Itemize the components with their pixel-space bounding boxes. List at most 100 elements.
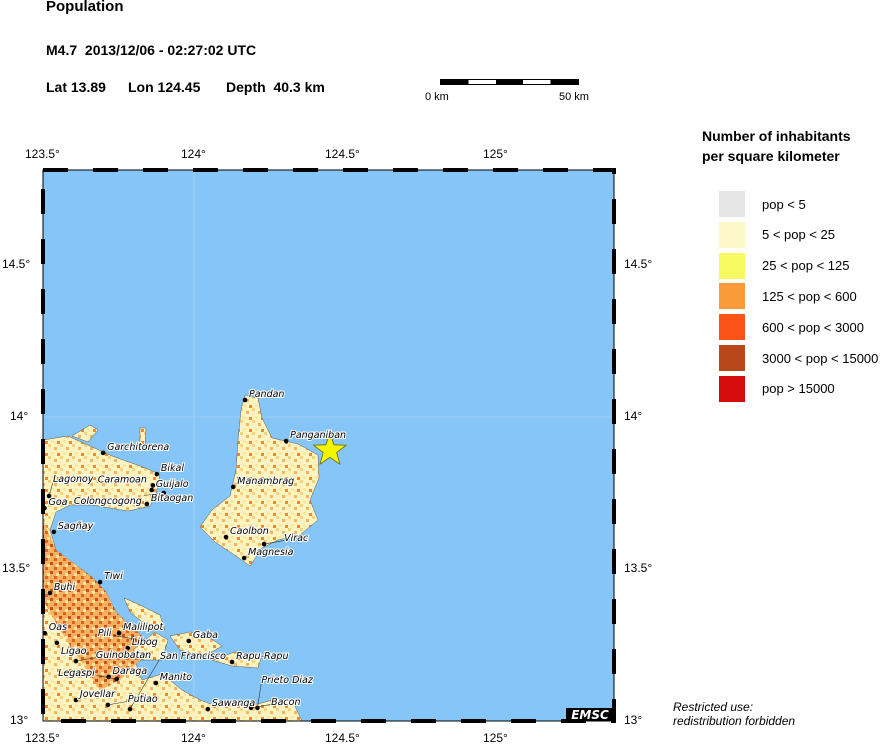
city-dot: [205, 706, 211, 712]
city-label: Magnesia: [248, 547, 294, 558]
city-label-leader: [264, 540, 285, 545]
city-label: Buhi: [54, 582, 76, 593]
city-dot: [229, 659, 235, 665]
city-label-leader: [143, 492, 164, 496]
city-label: Tiwi: [104, 571, 123, 582]
city-dot: [47, 590, 53, 596]
city-dot: [242, 397, 248, 403]
event-depth: Depth 40.3 km: [226, 79, 325, 95]
legend-item: pop > 15000: [719, 375, 835, 402]
emsc-logo-box: [566, 708, 614, 721]
legend-swatch: [719, 252, 745, 279]
lat-tick-label-left: 13.5°: [2, 561, 31, 575]
city-dot: [149, 487, 155, 493]
city-label: San Francisco: [160, 651, 226, 662]
legend-swatch: [719, 283, 745, 310]
city-label: Putiao: [128, 694, 158, 705]
city-dot: [116, 630, 122, 636]
city-label: Oas: [49, 622, 67, 633]
city-label: Legaspi: [58, 668, 95, 679]
usage-note-line1: Restricted use:: [673, 700, 754, 714]
legend-swatch: [719, 314, 745, 341]
lon-tick-label-top: 124°: [181, 147, 206, 161]
city-label: Colongcogong: [74, 496, 142, 507]
city-dot: [105, 702, 111, 708]
city-label-leader: [48, 481, 54, 497]
city-dot: [150, 483, 156, 488]
city-label-leaders: [48, 481, 285, 710]
legend-label: 25 < pop < 125: [762, 258, 850, 274]
legend-item: pop < 5: [719, 191, 806, 217]
lat-tick-label-left: 13°: [10, 713, 29, 727]
city-label-leader: [113, 635, 134, 640]
city-label-leader: [251, 704, 272, 709]
northern-islet: [71, 424, 99, 443]
city-label-leader: [107, 701, 128, 706]
city-dot: [223, 534, 229, 540]
scale-end-label: 50 km: [559, 91, 589, 103]
city-label: Manito: [160, 672, 192, 683]
city-label: Prieto Diaz: [261, 675, 313, 686]
epicenter-star-icon[interactable]: [312, 432, 348, 466]
legend-item: 125 < pop < 600: [719, 283, 857, 310]
city-label: Bikal: [161, 463, 184, 474]
city-label-leader: [75, 657, 96, 662]
legend-label: 125 < pop < 600: [762, 288, 857, 304]
emsc-logo: EMSC: [571, 708, 609, 722]
legend-label: 600 < pop < 3000: [762, 319, 864, 335]
city-dot: [73, 697, 79, 703]
event-lon: Lon 124.45: [128, 79, 201, 95]
lat-tick-label-right: 13.5°: [624, 561, 653, 575]
lon-tick-label-bottom: 124.5°: [325, 731, 360, 745]
city-label: Panganiban: [290, 430, 346, 441]
northern-islet: [139, 427, 147, 446]
city-label: Guinobatan: [96, 650, 151, 661]
lon-tick-label-bottom: 125°: [483, 731, 508, 745]
legend-title: Number of inhabitants per square kilomet…: [702, 126, 851, 166]
city-dot: [100, 450, 106, 456]
legend-title-line1: Number of inhabitants: [702, 128, 851, 144]
lat-tick-label-left: 14°: [10, 409, 29, 423]
city-label: Jovellar: [78, 689, 116, 700]
lon-tick-label-top: 124.5°: [325, 147, 360, 161]
legend-swatch: [719, 191, 745, 217]
map-frame-ticks: [41, 168, 616, 723]
city-dot: [153, 680, 159, 686]
legend-label: pop > 15000: [762, 381, 835, 397]
city-dot: [283, 438, 289, 444]
city-label: Bitaogan: [151, 493, 193, 504]
city-label: Pandan: [249, 389, 284, 400]
cagraray-island: [132, 631, 169, 661]
legend-item: 600 < pop < 3000: [719, 314, 864, 341]
city-label: Sagñay: [58, 521, 94, 532]
city-dot: [97, 579, 103, 585]
city-label: Garchitorena: [107, 442, 169, 453]
city-label: Guijalo: [156, 479, 189, 490]
city-label: Malilipot: [123, 622, 164, 633]
legend-item: 5 < pop < 25: [719, 221, 836, 248]
city-dot: [106, 674, 111, 680]
city-dot: [186, 638, 192, 644]
city-dot: [230, 484, 236, 490]
event-lat: Lat 13.89: [46, 79, 106, 95]
event-summary: M4.7 2013/12/06 - 02:27:02 UTC: [46, 42, 257, 58]
legend-item: 3000 < pop < 15000: [719, 345, 878, 371]
lat-tick-label-right: 14°: [624, 409, 643, 423]
legend-swatch: [719, 375, 745, 402]
city-label: Virac: [284, 533, 309, 544]
legend-label: 5 < pop < 25: [762, 227, 836, 243]
legend-title-line2: per square kilometer: [702, 148, 840, 164]
city-dot: [51, 529, 57, 535]
luzon-dense-strip: [43, 520, 150, 690]
lon-tick-label-bottom: 123.5°: [25, 731, 60, 745]
map-title: Population: [46, 0, 124, 15]
legend-swatch: [719, 221, 745, 248]
legend-label: pop < 5: [762, 196, 806, 212]
city-dot: [154, 471, 160, 477]
city-label: Lagonoy: [53, 474, 94, 485]
lat-tick-label-right: 14.5°: [624, 257, 653, 271]
lon-tick-label-top: 125°: [483, 147, 508, 161]
usage-note: Restricted use: redistribution forbidden: [673, 700, 795, 728]
lon-tick-label-top: 123.5°: [25, 147, 60, 161]
